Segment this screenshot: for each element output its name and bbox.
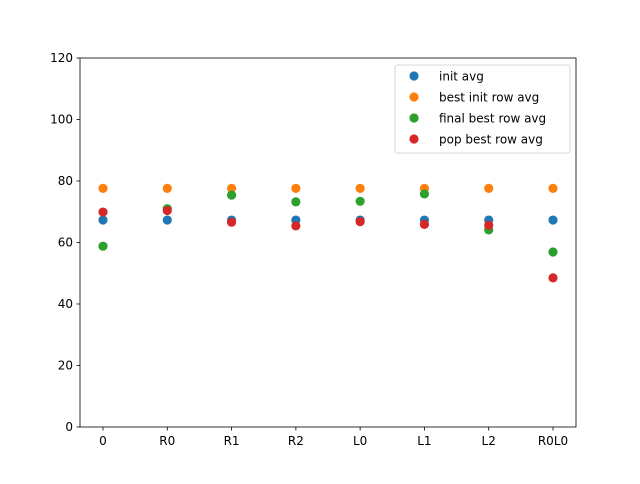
legend-marker	[409, 92, 419, 102]
legend-box	[394, 64, 571, 154]
data-points	[98, 183, 558, 283]
y-tick-label: 40	[58, 297, 73, 311]
axes: 0 20 40 60 80 100 120 0 R0 R1 R2 L0 L1 L2 R0L0	[50, 51, 577, 448]
data-point	[419, 189, 430, 199]
legend-marker	[409, 134, 419, 144]
y-tick-label: 20	[58, 359, 73, 373]
data-point	[98, 183, 108, 193]
data-point	[291, 197, 301, 207]
legend: init avg best init row avg final best row …	[394, 64, 571, 154]
data-point	[162, 183, 172, 193]
data-point	[98, 241, 108, 251]
x-tick-label: R0L0	[538, 434, 568, 448]
data-point	[226, 190, 237, 200]
data-point	[162, 205, 172, 216]
legend-label: pop best row avg	[439, 132, 543, 146]
data-point	[355, 216, 365, 227]
x-tick-label: L1	[417, 434, 431, 448]
legend-label: init avg	[439, 69, 484, 83]
data-point	[355, 183, 365, 193]
x-tick-label: R1	[224, 434, 240, 448]
legend-label: final best row avg	[439, 111, 546, 125]
data-point	[484, 183, 494, 193]
data-point	[98, 207, 108, 217]
x-tick-label: R2	[288, 434, 304, 448]
data-point	[162, 215, 172, 225]
data-point	[484, 220, 494, 230]
y-tick-label: 120	[50, 51, 73, 65]
data-point	[226, 183, 237, 193]
data-point	[548, 215, 558, 225]
y-tick-label: 80	[58, 174, 73, 188]
legend-marker	[409, 71, 419, 81]
legend-marker	[409, 113, 419, 123]
data-point	[355, 196, 365, 206]
y-tick-label: 60	[58, 236, 73, 250]
y-tick-label: 100	[50, 113, 73, 127]
x-tick-label: R0	[159, 434, 175, 448]
data-point	[291, 183, 301, 193]
y-tick-label: 0	[65, 420, 73, 434]
data-point	[291, 221, 301, 231]
data-point	[419, 219, 430, 229]
x-tick-label: L0	[353, 434, 367, 448]
data-point	[548, 183, 558, 193]
x-tick-label: L2	[482, 434, 496, 448]
data-point	[226, 217, 237, 227]
data-point	[98, 215, 108, 225]
legend-label: best init row avg	[439, 90, 539, 104]
x-tick-label: 0	[99, 434, 107, 448]
data-point	[548, 247, 558, 257]
data-point	[548, 273, 558, 283]
